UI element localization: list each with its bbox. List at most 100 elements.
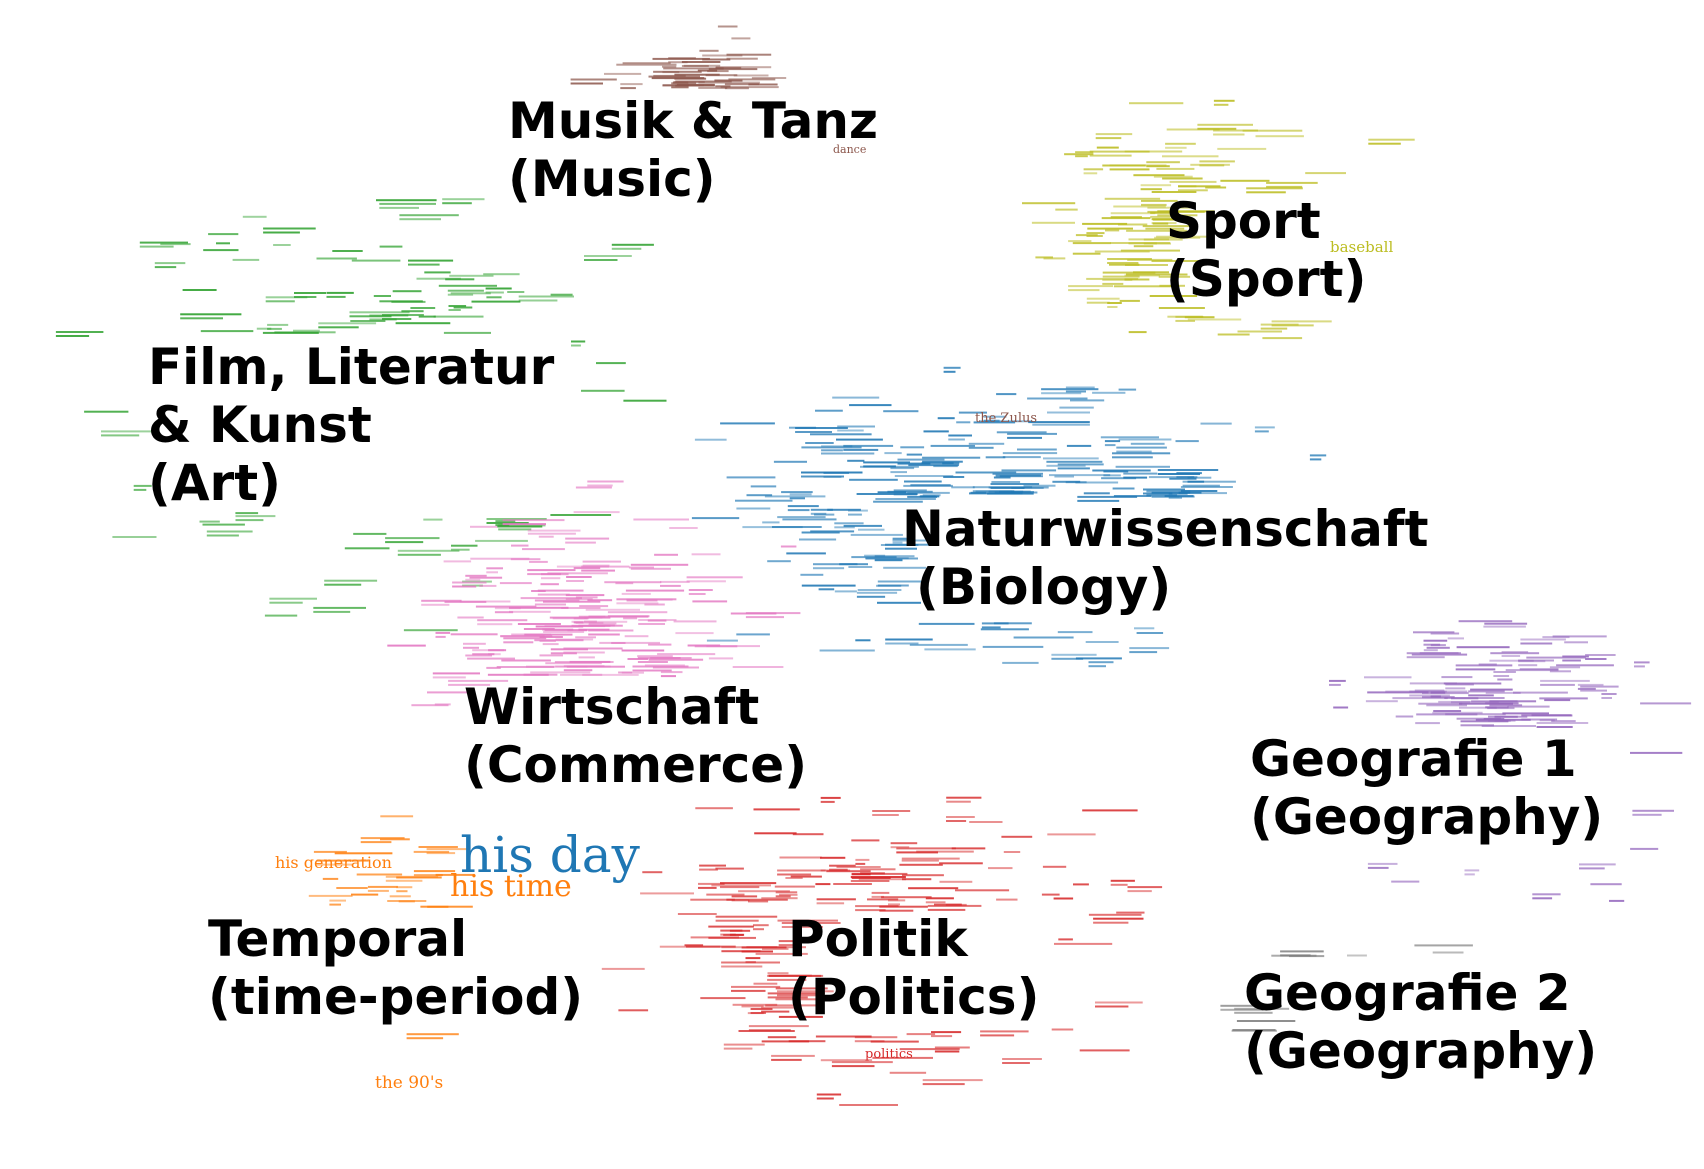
phrase-mark-commerce-745	[687, 644, 721, 647]
phrase-mark-politics-1119	[815, 1035, 872, 1038]
phrase-mark-music-33	[733, 74, 769, 77]
phrase-mark-politics-1022	[855, 858, 870, 861]
phrase-mark-biology-422	[849, 404, 892, 407]
cluster-label-art: Film, Literatur & Kunst (Art)	[148, 338, 554, 512]
phrase-mark-art-204	[584, 259, 618, 261]
phrase-mark-art-232	[379, 202, 436, 205]
phrase-mark-geography2-1191	[1220, 1008, 1264, 1011]
phrase-mark-biology-482	[890, 467, 915, 470]
phrase-mark-temporal-968	[313, 850, 347, 853]
phrase-mark-commerce-706	[540, 583, 559, 586]
phrase-mark-geography1-903	[1585, 658, 1607, 660]
phrase-mark-commerce-715	[648, 658, 704, 661]
phrase-mark-geography1-872	[1456, 646, 1510, 649]
phrase-mark-geography1-871	[1531, 714, 1572, 717]
phrase-mark-geography1-868	[1634, 665, 1645, 668]
phrase-mark-biology-538	[1077, 499, 1120, 502]
phrase-mark-politics-1149	[755, 952, 808, 955]
phrase-mark-commerce-654	[421, 603, 450, 606]
phrase-the-zulus: the Zulus	[975, 411, 1038, 426]
cluster-label-politics-line1: Politik	[788, 910, 968, 968]
phrase-mark-sport-89	[1165, 142, 1196, 145]
phrase-mark-biology-575	[921, 462, 954, 465]
phrase-mark-biology-421	[834, 590, 857, 593]
phrase-mark-art-268	[351, 259, 401, 262]
phrase-mark-temporal-935	[336, 887, 368, 889]
phrase-mark-geography1-826	[1413, 631, 1455, 634]
phrase-mark-geography2-1188	[1347, 954, 1367, 957]
phrase-mark-commerce-646	[566, 580, 584, 582]
phrase-mark-politics-1128	[785, 877, 803, 879]
phrase-mark-sport-147	[1142, 225, 1191, 228]
phrase-mark-biology-366	[930, 444, 975, 447]
phrase-mark-art-219	[498, 528, 532, 531]
phrase-mark-commerce-768	[529, 560, 548, 563]
phrase-mark-commerce-672	[648, 643, 672, 646]
phrase-politics: politics	[865, 1047, 913, 1062]
phrase-mark-commerce-663	[582, 560, 621, 563]
phrase-mark-commerce-660	[435, 631, 451, 634]
phrase-mark-biology-380	[810, 508, 833, 511]
phrase-mark-politics-1112	[826, 870, 871, 873]
phrase-mark-commerce-695	[520, 597, 582, 600]
phrase-mark-geography1-922	[1423, 643, 1441, 646]
phrase-mark-politics-1071	[1079, 1049, 1130, 1052]
phrase-mark-biology-492	[773, 460, 807, 463]
phrase-mark-geography1-930	[1395, 715, 1414, 718]
phrase-mark-politics-1122	[720, 929, 743, 932]
phrase-mark-geography1-816	[1468, 690, 1505, 693]
phrase-mark-politics-974	[1116, 911, 1145, 914]
phrase-mark-commerce-618	[563, 669, 593, 672]
phrase-mark-commerce-758	[500, 635, 553, 638]
phrase-mark-geography1-858	[1451, 701, 1471, 704]
phrase-mark-politics-1077	[761, 1006, 802, 1009]
phrase-mark-sport-134	[1159, 284, 1185, 287]
cluster-label-art-line2: & Kunst	[148, 396, 372, 454]
phrase-mark-commerce-680	[526, 665, 588, 668]
phrase-mark-sport-131	[1086, 277, 1139, 280]
phrase-mark-sport-112	[1086, 235, 1103, 237]
phrase-mark-biology-564	[856, 493, 918, 495]
phrase-mark-art-279	[424, 271, 451, 274]
phrase-mark-politics-1075	[890, 842, 918, 845]
phrase-mark-biology-336	[1065, 386, 1095, 389]
phrase-mark-sport-93	[1158, 307, 1205, 309]
phrase-mark-sport-141	[1082, 222, 1128, 225]
phrase-mark-temporal-950	[420, 905, 473, 908]
phrase-mark-geography1-877	[1540, 679, 1590, 682]
phrase-mark-biology-501	[1182, 480, 1236, 483]
cluster-label-geography1-line2: (Geography)	[1250, 788, 1604, 846]
phrase-mark-biology-344	[834, 522, 864, 525]
phrase-mark-politics-1166	[889, 1071, 927, 1074]
phrase-mark-politics-1135	[888, 899, 906, 902]
phrase-mark-biology-518	[883, 566, 927, 569]
phrase-mark-sport-80	[1140, 188, 1162, 191]
phrase-mark-biology-490	[801, 471, 863, 474]
phrase-mark-biology-499	[767, 560, 791, 563]
phrase-dance: dance	[833, 143, 867, 156]
phrase-mark-biology-435	[1254, 426, 1275, 429]
phrase-mark-commerce-677	[547, 572, 608, 575]
phrase-mark-sport-57	[1266, 185, 1303, 188]
phrase-mark-biology-530	[1169, 477, 1197, 480]
phrase-mark-geography1-908	[1455, 668, 1496, 671]
phrase-mark-biology-576	[860, 465, 919, 468]
phrase-mark-politics-1145	[916, 850, 974, 853]
phrase-mark-geography1-807	[1460, 724, 1494, 727]
phrase-mark-politics-971	[1093, 917, 1144, 920]
phrase-mark-politics-1089	[1127, 890, 1152, 893]
phrase-mark-politics-1006	[1053, 897, 1074, 900]
phrase-mark-politics-1116	[699, 864, 726, 867]
phrase-mark-art-312	[203, 249, 239, 252]
phrase-mark-art-311	[397, 553, 441, 556]
phrase-mark-music-22	[724, 87, 749, 90]
phrase-mark-art-241	[235, 515, 276, 518]
phrase-mark-music-43	[570, 78, 617, 81]
phrase-mark-politics-1141	[1058, 938, 1073, 941]
phrase-mark-biology-498	[1028, 421, 1090, 424]
phrase-mark-geography1-803	[1464, 873, 1475, 876]
phrase-mark-art-292	[350, 320, 386, 322]
phrase-mark-commerce-741	[638, 619, 677, 621]
phrase-mark-biology-358	[1002, 452, 1058, 455]
phrase-mark-commerce-744	[621, 649, 665, 652]
